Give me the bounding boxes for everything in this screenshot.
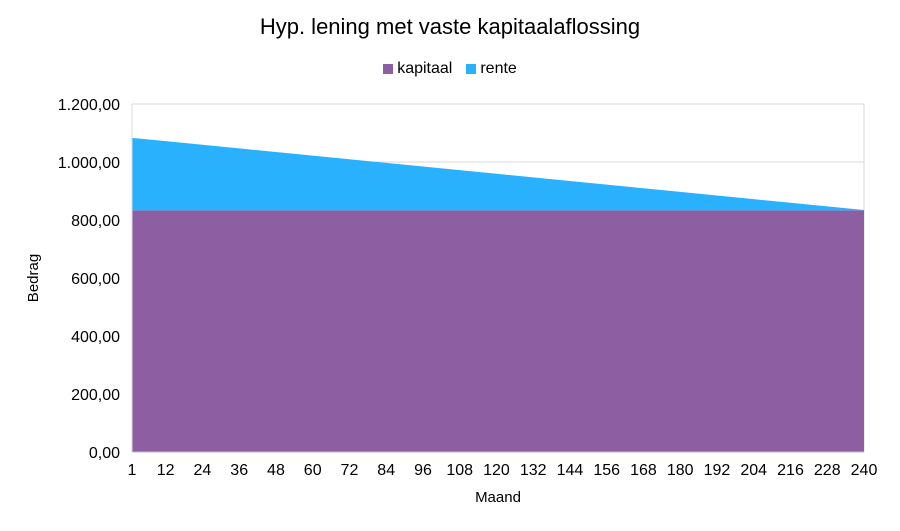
y-tick-label: 200,00 [71,387,120,404]
x-tick-label: 24 [194,462,212,479]
y-tick-label: 400,00 [71,329,120,346]
x-tick-label: 60 [304,462,322,479]
legend-label-rente: rente [480,60,517,77]
x-tick-label: 132 [520,462,547,479]
x-tick-label: 96 [414,462,432,479]
x-tick-label: 48 [267,462,285,479]
x-tick-label: 1 [128,462,137,479]
x-tick-label: 144 [557,462,584,479]
x-tick-label: 108 [446,462,473,479]
x-tick-label: 216 [777,462,804,479]
x-tick-label: 36 [230,462,248,479]
x-tick-label: 84 [377,462,395,479]
legend-swatch-rente [466,64,477,74]
y-tick-label: 600,00 [71,271,120,288]
x-tick-label: 120 [483,462,510,479]
x-tick-label: 72 [341,462,359,479]
area-kapitaal [132,210,864,452]
x-axis-label: Maand [475,489,521,506]
x-tick-label: 156 [593,462,620,479]
x-tick-label: 240 [851,462,878,479]
y-tick-label: 0,00 [89,445,120,462]
y-axis-label: Bedrag [25,254,42,302]
legend-item-kapitaal: kapitaal [383,60,452,78]
legend-label-kapitaal: kapitaal [397,60,453,77]
chart-title: Hyp. lening met vaste kapitaalaflossing [259,14,641,39]
y-tick-label: 1.000,00 [58,155,120,172]
area-rente [132,137,864,211]
x-tick-label: 192 [704,462,731,479]
legend-item-rente: rente [466,60,517,78]
y-tick-label: 800,00 [71,213,120,230]
x-tick-label: 12 [157,462,175,479]
x-tick-label: 204 [740,462,767,479]
legend-swatch-kapitaal [383,64,394,74]
x-tick-label: 228 [814,462,841,479]
x-tick-label: 180 [667,462,694,479]
legend: kapitaal rente [0,60,900,78]
y-tick-label: 1.200,00 [58,97,120,114]
x-tick-label: 168 [630,462,657,479]
